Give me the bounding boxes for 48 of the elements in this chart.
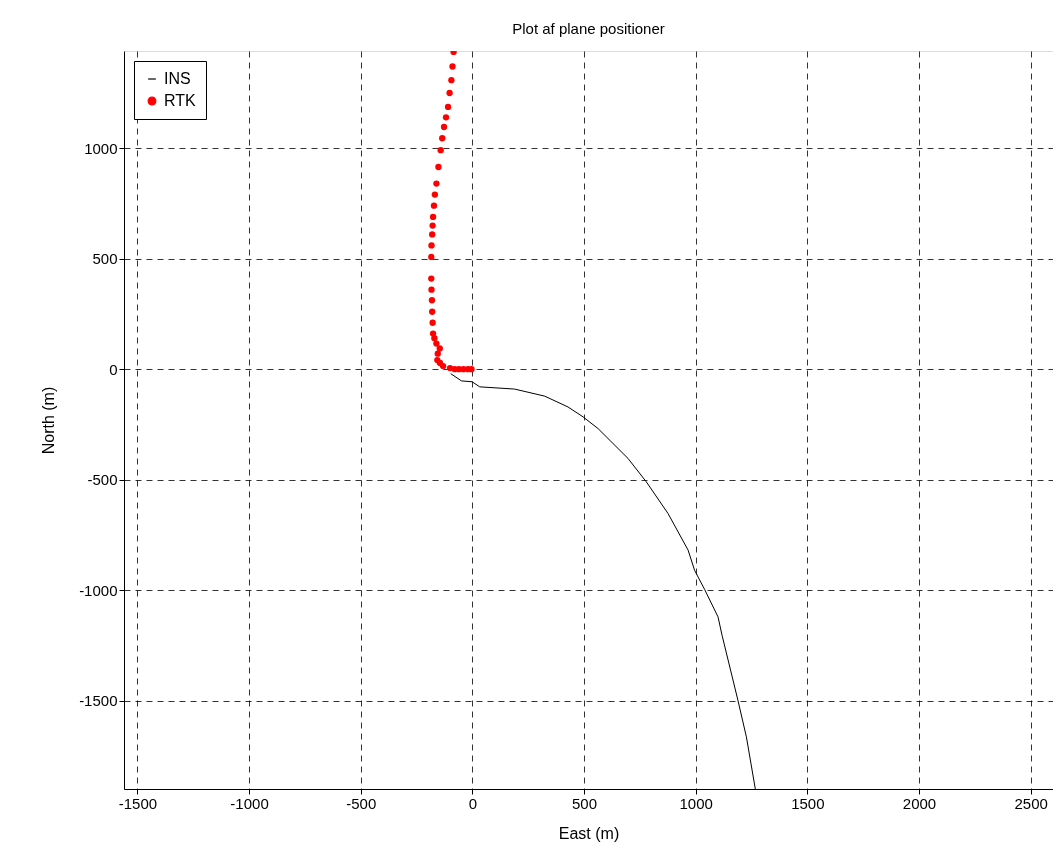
point: [430, 202, 438, 209]
point: [429, 330, 437, 337]
point: [446, 89, 453, 97]
point: [429, 231, 436, 238]
x-tick-label: 2500: [1014, 794, 1048, 812]
x-tick-label: -500: [346, 794, 377, 812]
point: [442, 114, 450, 121]
point: [428, 286, 435, 293]
y-tick-label: -1000: [79, 581, 118, 599]
x-tick-label: 1500: [791, 794, 825, 812]
point: [429, 308, 436, 315]
point: [428, 253, 435, 261]
point: [431, 191, 439, 198]
legend-label: RTK: [164, 92, 197, 109]
x-tick-label: -1000: [230, 794, 269, 812]
point: [429, 213, 437, 221]
chart-title: Plot af plane positioner: [512, 20, 665, 37]
point: [444, 103, 452, 111]
point: [446, 364, 454, 372]
point: [433, 340, 440, 347]
point: [440, 123, 448, 131]
point: [428, 242, 435, 249]
x-axis-title: East (m): [558, 824, 620, 842]
point: [428, 275, 435, 282]
point: [433, 180, 440, 187]
y-axis-title: North (m): [40, 386, 58, 455]
y-tick-label: 500: [92, 250, 118, 268]
x-tick-label: 2000: [902, 794, 937, 812]
point: [448, 77, 455, 84]
x-tick-label: 1000: [679, 794, 713, 812]
point: [437, 147, 444, 154]
y-tick-label: 0: [109, 360, 118, 378]
x-tick-label: -1500: [118, 794, 158, 812]
point: [428, 297, 436, 304]
point: [434, 350, 441, 357]
legend-label: INS: [164, 70, 191, 87]
point: [429, 319, 436, 326]
point: [439, 135, 446, 142]
point: [435, 163, 442, 171]
x-tick-label: 0: [468, 794, 478, 812]
y-tick-label: -1500: [79, 692, 118, 710]
point: [450, 51, 457, 56]
point: [449, 63, 456, 70]
point: [436, 345, 443, 352]
y-tick-label: 1000: [84, 139, 118, 157]
x-tick-label: 500: [572, 794, 598, 812]
point: [429, 222, 436, 229]
y-tick-label: -500: [87, 471, 118, 489]
